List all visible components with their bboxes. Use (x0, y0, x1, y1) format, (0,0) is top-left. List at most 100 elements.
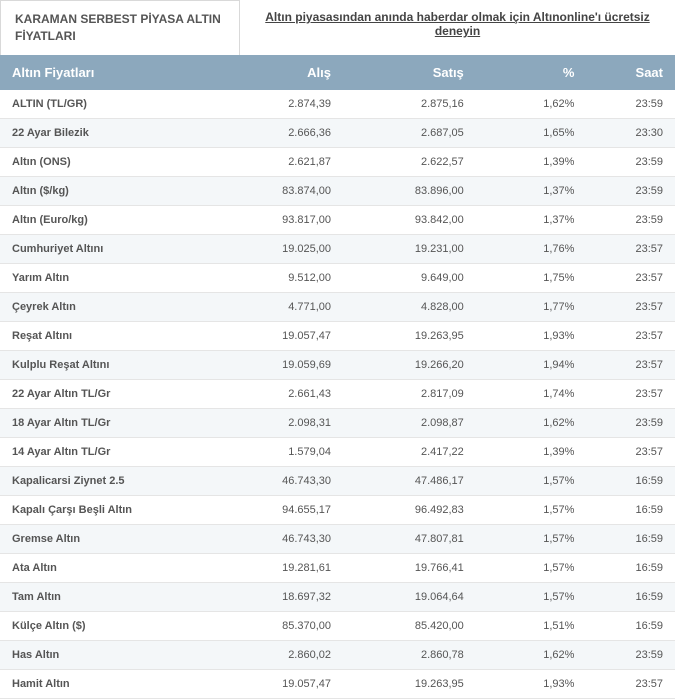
table-row[interactable]: Ata Altın19.281,6119.766,411,57%16:59 (0, 553, 675, 582)
cell-time: 23:30 (586, 118, 675, 147)
cell-buy: 2.874,39 (210, 90, 343, 119)
cell-time: 23:57 (586, 321, 675, 350)
table-row[interactable]: 18 Ayar Altın TL/Gr2.098,312.098,871,62%… (0, 408, 675, 437)
cell-buy: 2.621,87 (210, 147, 343, 176)
table-row[interactable]: Has Altın2.860,022.860,781,62%23:59 (0, 640, 675, 669)
cell-sell: 19.766,41 (343, 553, 476, 582)
table-row[interactable]: Gremse Altın46.743,3047.807,811,57%16:59 (0, 524, 675, 553)
cell-sell: 19.263,95 (343, 321, 476, 350)
cell-time: 16:59 (586, 611, 675, 640)
cell-name: Kulplu Reşat Altını (0, 350, 210, 379)
cell-pct: 1,57% (476, 524, 587, 553)
table-row[interactable]: Tam Altın18.697,3219.064,641,57%16:59 (0, 582, 675, 611)
cell-time: 23:59 (586, 640, 675, 669)
cell-time: 23:57 (586, 292, 675, 321)
cell-name: ALTIN (TL/GR) (0, 90, 210, 119)
cell-sell: 19.263,95 (343, 669, 476, 698)
header-sell: Satış (343, 55, 476, 90)
cell-time: 23:57 (586, 234, 675, 263)
cell-sell: 93.842,00 (343, 205, 476, 234)
cell-pct: 1,76% (476, 234, 587, 263)
cell-buy: 94.655,17 (210, 495, 343, 524)
cell-name: Reşat Altını (0, 321, 210, 350)
table-row[interactable]: Külçe Altın ($)85.370,0085.420,001,51%16… (0, 611, 675, 640)
cell-time: 23:59 (586, 90, 675, 119)
table-row[interactable]: Altın (Euro/kg)93.817,0093.842,001,37%23… (0, 205, 675, 234)
cell-name: 14 Ayar Altın TL/Gr (0, 437, 210, 466)
cell-sell: 19.266,20 (343, 350, 476, 379)
table-row[interactable]: 22 Ayar Bilezik2.666,362.687,051,65%23:3… (0, 118, 675, 147)
cell-buy: 46.743,30 (210, 524, 343, 553)
promo-link[interactable]: Altın piyasasından anında haberdar olmak… (240, 0, 675, 48)
cell-buy: 2.666,36 (210, 118, 343, 147)
cell-time: 23:59 (586, 408, 675, 437)
header-row: KARAMAN SERBEST PİYASA ALTIN FİYATLARI A… (0, 0, 675, 55)
table-row[interactable]: Kapalicarsi Ziynet 2.546.743,3047.486,17… (0, 466, 675, 495)
cell-buy: 2.098,31 (210, 408, 343, 437)
cell-name: Ata Altın (0, 553, 210, 582)
table-row[interactable]: Yarım Altın9.512,009.649,001,75%23:57 (0, 263, 675, 292)
cell-name: Altın ($/kg) (0, 176, 210, 205)
cell-sell: 2.687,05 (343, 118, 476, 147)
cell-sell: 96.492,83 (343, 495, 476, 524)
cell-sell: 2.417,22 (343, 437, 476, 466)
cell-time: 23:57 (586, 437, 675, 466)
cell-pct: 1,51% (476, 611, 587, 640)
header-pct: % (476, 55, 587, 90)
cell-buy: 1.579,04 (210, 437, 343, 466)
table-row[interactable]: ALTIN (TL/GR)2.874,392.875,161,62%23:59 (0, 90, 675, 119)
cell-sell: 9.649,00 (343, 263, 476, 292)
cell-sell: 2.622,57 (343, 147, 476, 176)
cell-name: Kapalicarsi Ziynet 2.5 (0, 466, 210, 495)
cell-time: 23:57 (586, 669, 675, 698)
table-row[interactable]: Kapalı Çarşı Beşli Altın94.655,1796.492,… (0, 495, 675, 524)
cell-pct: 1,62% (476, 90, 587, 119)
cell-name: 18 Ayar Altın TL/Gr (0, 408, 210, 437)
table-row[interactable]: 22 Ayar Altın TL/Gr2.661,432.817,091,74%… (0, 379, 675, 408)
table-row[interactable]: Çeyrek Altın4.771,004.828,001,77%23:57 (0, 292, 675, 321)
cell-pct: 1,62% (476, 640, 587, 669)
cell-pct: 1,65% (476, 118, 587, 147)
cell-pct: 1,94% (476, 350, 587, 379)
table-row[interactable]: Kulplu Reşat Altını19.059,6919.266,201,9… (0, 350, 675, 379)
cell-time: 16:59 (586, 582, 675, 611)
table-row[interactable]: Altın (ONS)2.621,872.622,571,39%23:59 (0, 147, 675, 176)
cell-buy: 19.057,47 (210, 669, 343, 698)
cell-buy: 83.874,00 (210, 176, 343, 205)
cell-name: 22 Ayar Altın TL/Gr (0, 379, 210, 408)
cell-time: 23:59 (586, 205, 675, 234)
cell-name: Altın (Euro/kg) (0, 205, 210, 234)
cell-time: 16:59 (586, 553, 675, 582)
cell-buy: 19.281,61 (210, 553, 343, 582)
cell-buy: 19.025,00 (210, 234, 343, 263)
table-row[interactable]: Reşat Altını19.057,4719.263,951,93%23:57 (0, 321, 675, 350)
cell-buy: 9.512,00 (210, 263, 343, 292)
cell-name: Yarım Altın (0, 263, 210, 292)
table-row[interactable]: Altın ($/kg)83.874,0083.896,001,37%23:59 (0, 176, 675, 205)
cell-sell: 85.420,00 (343, 611, 476, 640)
cell-sell: 83.896,00 (343, 176, 476, 205)
cell-sell: 19.064,64 (343, 582, 476, 611)
table-row[interactable]: 14 Ayar Altın TL/Gr1.579,042.417,221,39%… (0, 437, 675, 466)
cell-name: Çeyrek Altın (0, 292, 210, 321)
cell-time: 16:59 (586, 466, 675, 495)
cell-buy: 2.860,02 (210, 640, 343, 669)
cell-name: Cumhuriyet Altını (0, 234, 210, 263)
table-row[interactable]: Hamit Altın19.057,4719.263,951,93%23:57 (0, 669, 675, 698)
header-name: Altın Fiyatları (0, 55, 210, 90)
cell-pct: 1,37% (476, 205, 587, 234)
cell-pct: 1,77% (476, 292, 587, 321)
cell-pct: 1,39% (476, 147, 587, 176)
cell-time: 23:57 (586, 350, 675, 379)
cell-name: Kapalı Çarşı Beşli Altın (0, 495, 210, 524)
table-row[interactable]: Cumhuriyet Altını19.025,0019.231,001,76%… (0, 234, 675, 263)
cell-time: 23:59 (586, 176, 675, 205)
cell-name: Has Altın (0, 640, 210, 669)
prices-table: Altın Fiyatları Alış Satış % Saat ALTIN … (0, 55, 675, 699)
cell-name: Külçe Altın ($) (0, 611, 210, 640)
cell-sell: 2.098,87 (343, 408, 476, 437)
table-header-row: Altın Fiyatları Alış Satış % Saat (0, 55, 675, 90)
cell-time: 23:57 (586, 379, 675, 408)
tab-title[interactable]: KARAMAN SERBEST PİYASA ALTIN FİYATLARI (0, 0, 240, 55)
cell-sell: 47.807,81 (343, 524, 476, 553)
